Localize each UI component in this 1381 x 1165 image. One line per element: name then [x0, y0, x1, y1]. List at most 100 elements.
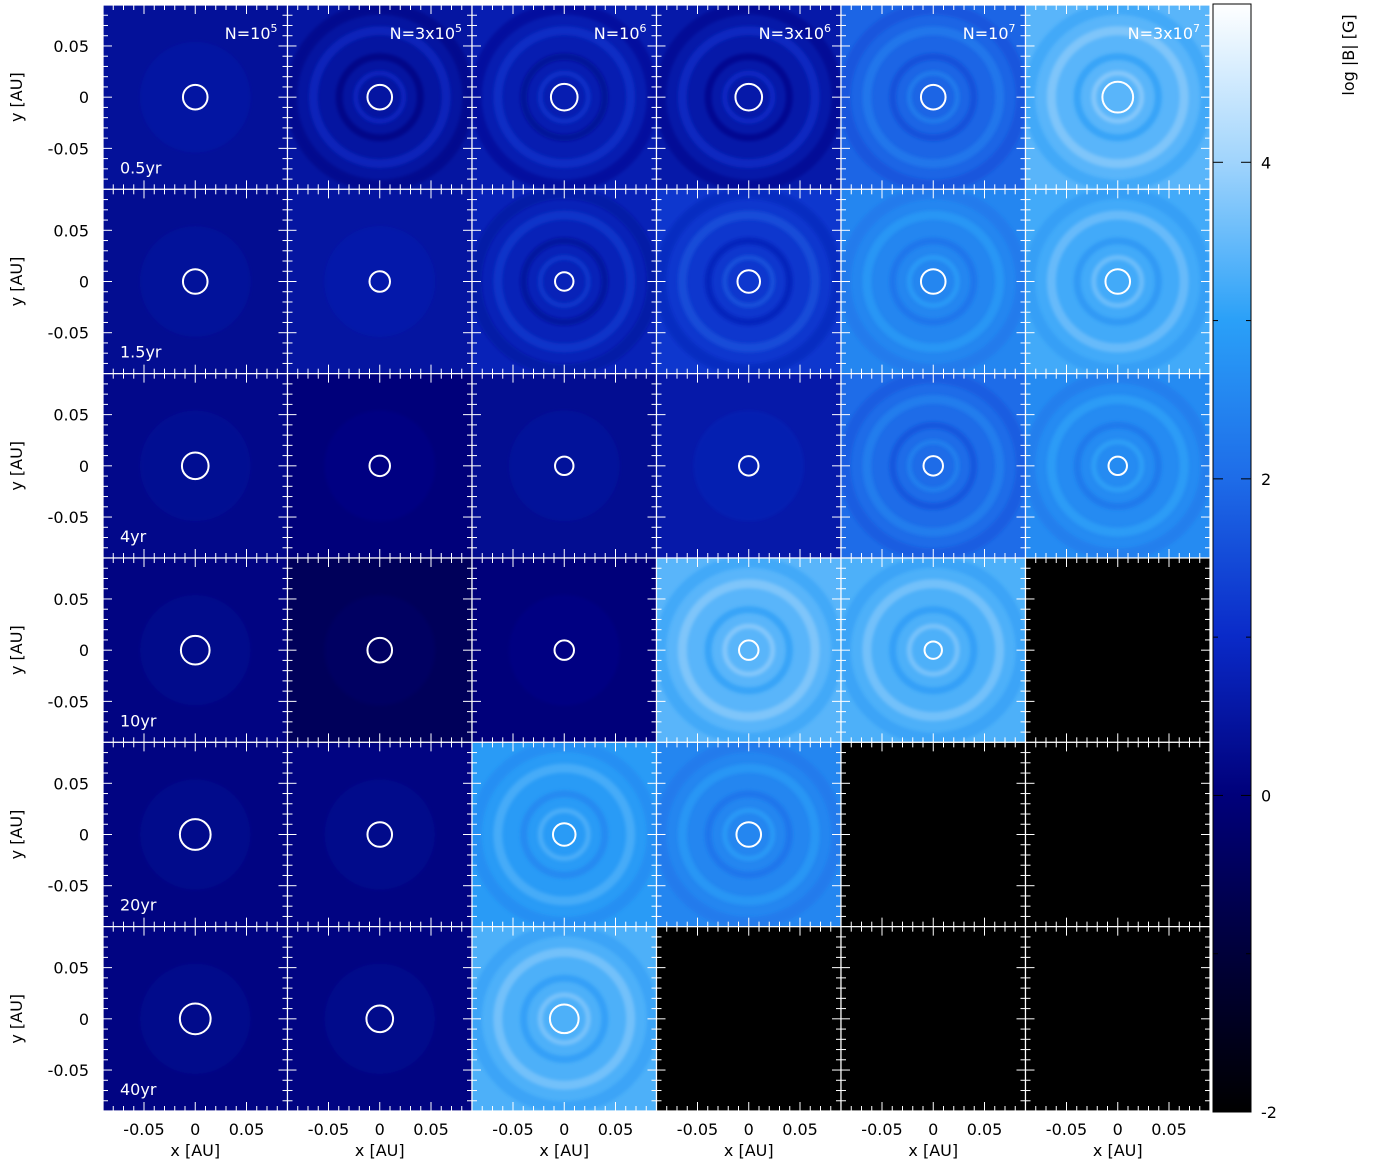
y-tick-label: 0.05 [53, 774, 89, 793]
row-time-label: 40yr [120, 1080, 157, 1099]
column-title: N=107 [963, 22, 1016, 43]
y-tick-label: 0.05 [53, 406, 89, 425]
star-circle [919, 83, 947, 111]
panel-r2-c2 [471, 373, 658, 559]
star-circle [178, 818, 212, 851]
panel-r0-c0: N=105 0.5yr [102, 4, 289, 190]
tick-marks [287, 5, 472, 190]
panel-r3-c2 [471, 557, 658, 743]
tick-marks [103, 926, 288, 1111]
row-time-label: 1.5yr [120, 343, 162, 362]
field-structure [693, 410, 805, 522]
field-structure [139, 963, 251, 1075]
panel-r1-c1 [286, 188, 473, 375]
field-structure [139, 594, 251, 706]
field-structure [139, 226, 251, 337]
star-circle [922, 455, 944, 477]
x-axis-label: x [AU] [170, 1141, 220, 1160]
y-tick-label: 0.05 [53, 37, 89, 56]
panel-r5-c0: 40yr [102, 926, 289, 1112]
star-circle [554, 455, 575, 477]
column-title: N=106 [594, 22, 647, 43]
panel-r0-c5: N=3x107 [1024, 4, 1211, 190]
star-circle [365, 1004, 395, 1034]
y-axis-label: y [AU] [7, 625, 26, 675]
panel-r2-c0: 4yr [102, 373, 289, 559]
y-tick-label: -0.05 [48, 139, 89, 158]
panel-r4-c1 [286, 741, 473, 928]
panel-r0-c4: N=107 [840, 4, 1027, 190]
x-tick-label: -0.05 [308, 1120, 349, 1139]
y-tick-label: 0 [79, 273, 89, 292]
colorbar-tick-label: 0 [1261, 786, 1271, 805]
tick-marks [103, 373, 288, 558]
y-tick-label: -0.05 [48, 692, 89, 711]
column-title: N=3x105 [390, 22, 462, 43]
panel-r4-c3 [655, 741, 842, 928]
tick-marks [841, 742, 1026, 927]
panel-grid: N=105 0.5yr N=3x105 N=106 N=3x106 N=107 N=3x10… [102, 4, 1211, 1112]
tick-marks [287, 926, 472, 1111]
x-tick-label: 0 [190, 1120, 200, 1139]
y-tick-label: 0.05 [53, 590, 89, 609]
tick-marks [656, 558, 841, 743]
y-tick-label: 0.05 [53, 959, 89, 978]
y-axis-label: y [AU] [7, 810, 26, 860]
star-circle [738, 455, 760, 477]
panel-r3-c4 [840, 557, 1027, 743]
tick-marks [841, 189, 1026, 374]
x-tick-label: 0.05 [967, 1120, 1003, 1139]
x-tick-label: -0.05 [861, 1120, 902, 1139]
field-cell [841, 742, 1026, 927]
tick-marks [472, 5, 657, 190]
column-title: N=105 [225, 22, 278, 43]
star-circle [179, 634, 211, 666]
x-tick-label: 0 [928, 1120, 938, 1139]
tick-marks [656, 373, 841, 558]
field-structure [324, 963, 436, 1075]
panel-r1-c0: 1.5yr [102, 188, 289, 375]
y-tick-label: 0 [79, 88, 89, 107]
tick-marks [656, 742, 841, 927]
panel-r5-c1 [286, 926, 473, 1112]
panel-r5-c4 [840, 926, 1027, 1112]
tick-marks [1025, 558, 1210, 743]
row-time-label: 20yr [120, 896, 157, 915]
panel-r1-c5 [1024, 188, 1211, 375]
tick-marks [1025, 5, 1210, 190]
star-circle [181, 268, 209, 295]
x-axis-label: x [AU] [539, 1141, 589, 1160]
star-circle [1107, 455, 1128, 477]
x-tick-label: -0.05 [677, 1120, 718, 1139]
star-circle [548, 1003, 580, 1035]
tick-marks [472, 189, 657, 374]
field-cell [1025, 558, 1210, 743]
field-cell [656, 926, 841, 1111]
star-circle [734, 82, 764, 112]
star-circle [366, 636, 394, 664]
tick-marks [472, 558, 657, 743]
row-time-label: 10yr [120, 711, 157, 730]
colorbar-tick-label: 4 [1261, 153, 1271, 172]
tick-marks [103, 742, 288, 927]
tick-marks [287, 742, 472, 927]
tick-marks [472, 742, 657, 927]
panel-r2-c3 [655, 373, 842, 559]
y-tick-label: 0 [79, 457, 89, 476]
x-tick-label: 0 [559, 1120, 569, 1139]
tick-marks [287, 373, 472, 558]
panel-r5-c5 [1024, 926, 1211, 1112]
field-structure [508, 594, 620, 706]
y-tick-label: -0.05 [48, 508, 89, 527]
y-axis-label: y [AU] [7, 994, 26, 1044]
tick-marks [103, 558, 288, 743]
field-structure [139, 41, 251, 153]
star-circle [551, 822, 577, 847]
panel-r5-c2 [471, 926, 658, 1112]
tick-marks [287, 189, 472, 374]
panel-r3-c1 [286, 557, 473, 743]
y-tick-label: 0 [79, 826, 89, 845]
star-circle [1101, 80, 1135, 114]
star-circle [178, 1002, 212, 1036]
